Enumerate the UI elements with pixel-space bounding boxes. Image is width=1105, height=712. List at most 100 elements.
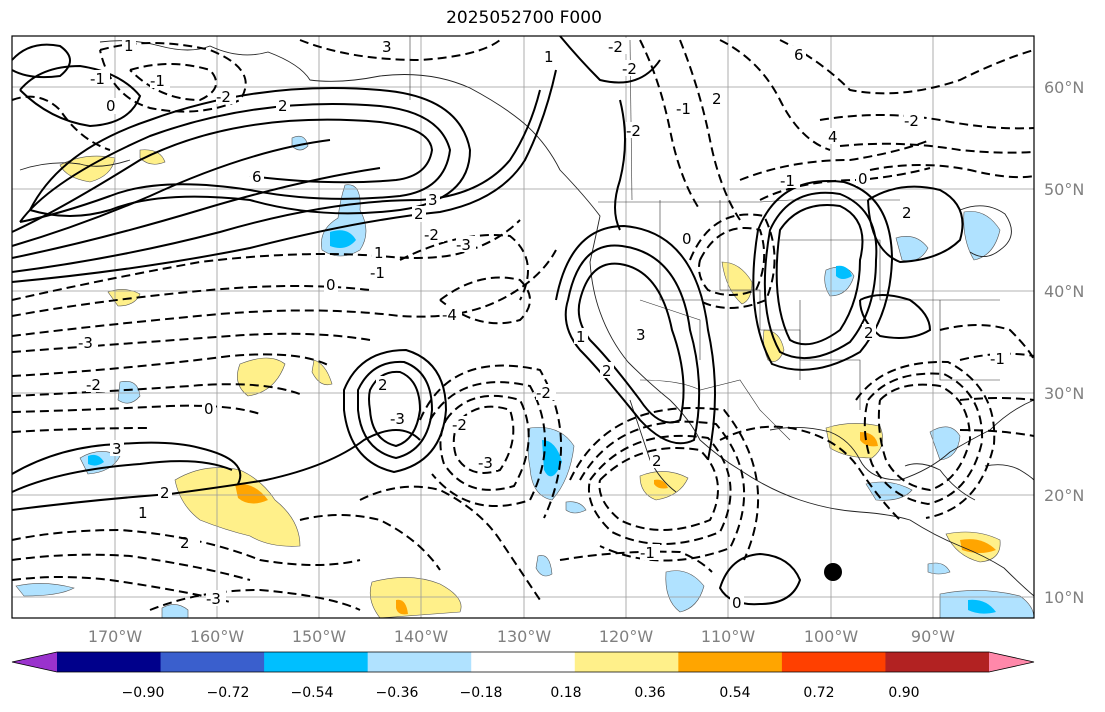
svg-text:-3: -3	[78, 334, 93, 352]
contour-label: -1	[90, 70, 110, 88]
contour-labels: 1 -1 -1 -2 2 0 3 6 3 2 1 0 -1 -2 -3 -4 -…	[78, 37, 1010, 612]
lon-label: 160°W	[190, 627, 245, 646]
svg-text:-3: -3	[478, 454, 493, 472]
svg-text:-3: -3	[390, 410, 405, 428]
contour-label: 2	[180, 534, 200, 552]
contour-label: -3	[478, 454, 498, 472]
svg-text:1: 1	[138, 504, 148, 522]
colorbar-segment	[574, 652, 679, 672]
colorbar-extend-high	[989, 652, 1034, 672]
colorbar-outline	[11, 651, 1035, 673]
contour-label: 2	[276, 97, 290, 115]
svg-text:0: 0	[732, 594, 742, 612]
svg-text:2: 2	[414, 205, 424, 223]
colorbar-tick-label: 0.54	[719, 685, 750, 701]
lon-label: 170°W	[88, 627, 143, 646]
svg-text:0: 0	[106, 97, 116, 115]
contour-label: -3	[456, 236, 476, 254]
colorbar-ticks: −0.90 −0.72 −0.54 −0.36 −0.18 0.18 0.36 …	[122, 685, 920, 701]
dashed-contours	[11, 39, 1035, 611]
contour-label: -1	[676, 100, 696, 118]
contour-label: 0	[680, 230, 694, 248]
lon-label: 150°W	[292, 627, 347, 646]
colorbar-tick-label: −0.36	[376, 685, 419, 701]
svg-text:-2: -2	[904, 112, 919, 130]
map-frame	[11, 35, 1035, 619]
contour-label: -4	[442, 306, 462, 324]
svg-text:-2: -2	[536, 384, 551, 402]
svg-text:0: 0	[682, 230, 692, 248]
contour-label: -2	[216, 88, 236, 106]
contour-label: -1	[640, 544, 660, 562]
svg-text:1: 1	[576, 328, 586, 346]
contour-label: 0	[202, 400, 216, 418]
contour-label: -3	[390, 410, 410, 428]
lon-label: 130°W	[497, 627, 552, 646]
colorbar-extend-low	[12, 652, 57, 672]
svg-text:2: 2	[278, 97, 288, 115]
contour-label: 0	[104, 97, 118, 115]
contour-label: -2	[626, 122, 646, 140]
contour-label: 2	[650, 452, 664, 470]
svg-text:3: 3	[636, 326, 646, 344]
map-frame-bg	[12, 36, 1034, 618]
contour-label: -2	[608, 38, 628, 56]
svg-text:6: 6	[794, 46, 804, 64]
contour-label: -3	[206, 590, 226, 608]
contour-label: 2	[862, 324, 876, 342]
contour-label: 3	[110, 440, 124, 458]
colorbar-tick-label: −0.72	[207, 685, 250, 701]
contour-label: -2	[424, 226, 444, 244]
contour-label: -2	[452, 416, 472, 434]
lon-label: 120°W	[599, 627, 654, 646]
contour-label: 2	[376, 376, 390, 394]
contour-label: 1	[574, 328, 588, 346]
colorbar-segment	[471, 652, 576, 672]
lat-label: 50°N	[1044, 180, 1084, 199]
contour-label: 0	[856, 170, 870, 188]
colorbar-segment	[885, 652, 990, 672]
colorbar-tick-label: −0.90	[122, 685, 165, 701]
contour-label: 2	[710, 90, 724, 108]
contour-label: -1	[370, 264, 390, 282]
svg-text:0: 0	[858, 170, 868, 188]
svg-text:-2: -2	[626, 122, 641, 140]
colorbar-tick-label: 0.72	[803, 685, 834, 701]
colorbar-segment	[57, 652, 162, 672]
contour-label: 1	[136, 504, 150, 522]
latitude-labels: 60°N 50°N 40°N 30°N 20°N 10°N	[1044, 78, 1084, 607]
svg-text:2: 2	[180, 534, 190, 552]
contour-label: 3	[380, 38, 394, 56]
colorbar-tick-label: 0.90	[888, 685, 919, 701]
contour-label: -1	[150, 72, 170, 90]
colorbar-segment	[367, 652, 472, 672]
svg-text:-1: -1	[640, 544, 655, 562]
colorbar-segment	[678, 652, 783, 672]
contour-label: 2	[900, 204, 914, 222]
lat-label: 30°N	[1044, 384, 1084, 403]
contour-label: 1	[122, 37, 136, 55]
contour-label: -2	[536, 384, 556, 402]
colorbar-segment	[160, 652, 265, 672]
svg-text:6: 6	[252, 168, 262, 186]
svg-text:3: 3	[428, 191, 438, 209]
colorbar-tick-label: −0.18	[460, 685, 503, 701]
colorbar-tick-label: −0.54	[291, 685, 334, 701]
lat-label: 20°N	[1044, 486, 1084, 505]
contour-label: -2	[622, 60, 642, 78]
svg-text:-4: -4	[442, 306, 457, 324]
lon-label: 110°W	[701, 627, 756, 646]
lon-label: 140°W	[394, 627, 449, 646]
svg-text:-2: -2	[608, 38, 623, 56]
svg-text:4: 4	[828, 128, 838, 146]
colorbar	[11, 651, 1035, 673]
svg-text:-1: -1	[990, 350, 1005, 368]
svg-text:-1: -1	[150, 72, 165, 90]
colorbar-tick-label: 0.18	[550, 685, 581, 701]
longitude-labels: 170°W 160°W 150°W 140°W 130°W 120°W 110°…	[88, 627, 955, 646]
contour-label: 4	[826, 128, 840, 146]
svg-text:2: 2	[602, 362, 612, 380]
contour-label: 0	[730, 594, 744, 612]
svg-text:-1: -1	[370, 264, 385, 282]
